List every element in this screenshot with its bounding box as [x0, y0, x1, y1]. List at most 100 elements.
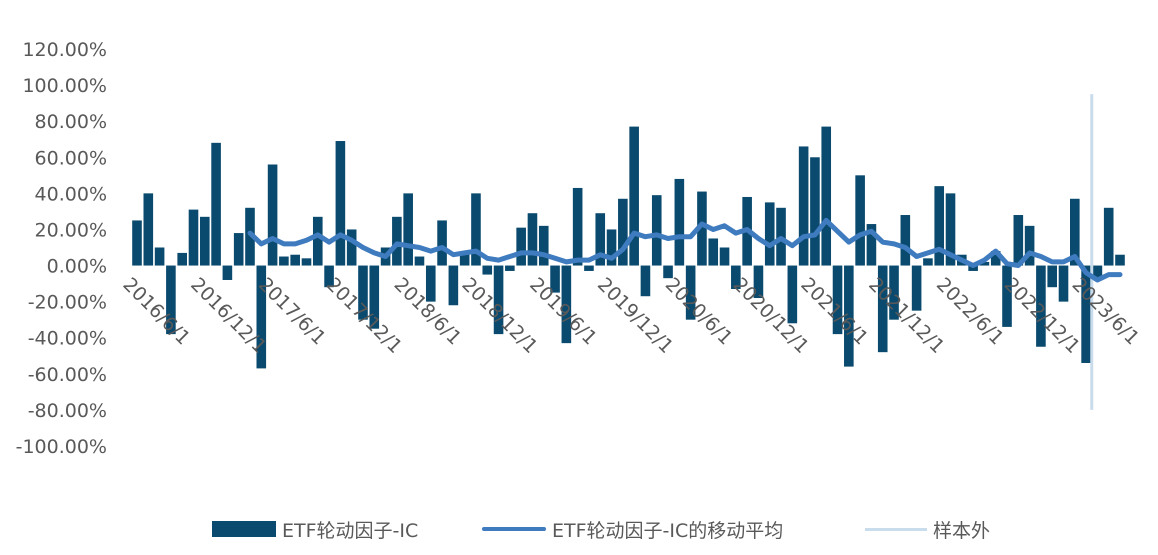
ic-bar: [1081, 265, 1091, 363]
ic-bar: [346, 229, 357, 266]
ic-bar: [301, 258, 312, 266]
ic-bar: [753, 265, 764, 299]
ic-bar: [798, 146, 809, 266]
ic-bar: [437, 220, 447, 266]
ic-bar: [132, 220, 142, 266]
y-tick-label: -80.00%: [28, 400, 107, 422]
ic-bar: [1024, 225, 1035, 266]
y-tick-label: -40.00%: [28, 328, 107, 350]
ic-bar: [1103, 207, 1114, 266]
legend-swatch-out-of-sample: [865, 527, 927, 531]
ic-bar: [866, 224, 877, 266]
ic-bar: [1002, 265, 1012, 327]
y-tick-label: 80.00%: [35, 111, 107, 133]
y-tick-label: -100.00%: [16, 436, 107, 458]
ic-bar: [211, 142, 221, 266]
ic-bar: [177, 252, 187, 266]
ic-bar: [663, 265, 673, 279]
ic-bar: [1047, 265, 1058, 288]
ic-bar: [233, 233, 244, 266]
ic-bar: [448, 265, 459, 306]
ic-bar: [166, 265, 176, 335]
ic-bar: [279, 256, 289, 266]
ic-bar: [516, 227, 526, 266]
ic-bar: [708, 238, 719, 266]
y-tick-label: 100.00%: [22, 75, 107, 97]
ic-bar: [618, 198, 628, 266]
ic-bars: [132, 126, 1125, 369]
ic-bar: [290, 254, 300, 266]
ic-bar: [923, 258, 933, 266]
ic-bar: [267, 164, 278, 266]
x-axis: 2016/6/12016/12/12017/6/12017/12/12018/6…: [118, 274, 1143, 358]
ic-bar: [640, 265, 651, 297]
ic-bar: [832, 265, 843, 335]
ic-bar: [629, 126, 639, 266]
ic-bar: [312, 216, 323, 266]
ic-bar: [595, 213, 606, 266]
ic-bar: [572, 187, 583, 266]
ic-bar: [877, 265, 888, 353]
ic-bar: [369, 265, 380, 329]
ic-bar: [392, 216, 402, 266]
ic-bar: [810, 157, 820, 266]
y-axis: 120.00% 100.00% 80.00% 60.00% 40.00% 20.00% 0.…: [16, 39, 107, 458]
ic-bar: [606, 229, 617, 266]
ic-bar: [697, 191, 707, 266]
ic-bar: [245, 207, 255, 266]
legend-label-out-of-sample: 样本外: [933, 519, 991, 542]
ic-bar: [889, 265, 899, 320]
ic-bar: [335, 141, 346, 266]
y-tick-label: 120.00%: [22, 39, 107, 61]
ic-bar: [199, 216, 210, 266]
ic-bar: [674, 178, 685, 266]
ic-bar: [324, 265, 334, 288]
legend-label-ic: ETF轮动因子-IC: [282, 519, 419, 542]
y-tick-label: 20.00%: [35, 219, 107, 241]
ic-bar: [222, 265, 233, 280]
ic-bar: [538, 225, 549, 266]
ic-bar: [968, 265, 978, 271]
legend-item-out-of-sample: 样本外: [865, 512, 990, 546]
ic-bar: [414, 256, 425, 266]
y-tick-label: 0.00%: [47, 256, 107, 278]
legend-swatch-line: [482, 527, 546, 531]
ic-bar: [493, 265, 504, 335]
ic-bar: [685, 265, 696, 320]
ic-bar: [945, 193, 956, 266]
y-tick-label: -60.00%: [28, 364, 107, 386]
ic-bar: [1058, 265, 1069, 302]
ic-bar: [403, 193, 413, 266]
y-tick-label: 40.00%: [35, 183, 107, 205]
ic-bar: [584, 265, 594, 271]
ic-bar: [787, 265, 798, 324]
ic-bar: [561, 265, 572, 344]
y-tick-label: 60.00%: [35, 147, 107, 169]
ic-bar: [1115, 254, 1125, 266]
legend-item-ic: ETF轮动因子-IC: [212, 512, 418, 546]
ic-bar: [1092, 265, 1103, 280]
ic-bar: [527, 213, 538, 266]
legend-swatch-bar: [212, 521, 276, 537]
ic-bar: [188, 209, 199, 266]
ic-bar: [154, 247, 165, 266]
legend: ETF轮动因子-IC ETF轮动因子-IC的移动平均 样本外: [0, 512, 1158, 546]
legend-item-moving-average: ETF轮动因子-IC的移动平均: [482, 512, 783, 546]
ic-bar: [911, 265, 922, 311]
chart: 120.00% 100.00% 80.00% 60.00% 40.00% 20.00% 0.…: [16, 39, 1144, 458]
ic-bar: [1036, 265, 1046, 347]
ic-bar: [459, 252, 470, 266]
ic-bar: [1013, 215, 1024, 266]
y-tick-label: -20.00%: [28, 292, 107, 314]
ic-bar: [821, 126, 832, 266]
ic-bar: [844, 265, 854, 367]
ic-bar: [505, 265, 515, 271]
ic-bar: [979, 261, 990, 266]
moving-average-path: [247, 217, 1123, 283]
ic-bar: [256, 265, 267, 369]
ic-bar: [143, 193, 154, 266]
ic-bar: [855, 175, 865, 266]
ic-bar: [764, 202, 775, 266]
ic-bar: [482, 265, 493, 275]
ic-bar: [934, 186, 945, 266]
